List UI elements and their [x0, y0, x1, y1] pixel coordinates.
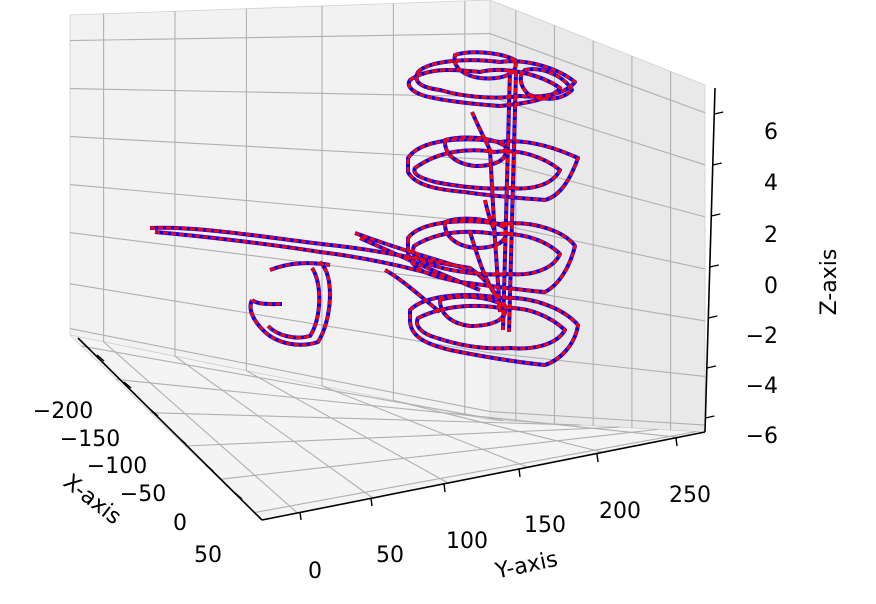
- grid-line: [150, 412, 581, 426]
- y-tick-mark: [675, 437, 678, 447]
- x-tick-mark: [205, 464, 214, 472]
- estimated-trajectory: [251, 298, 283, 306]
- grid-line: [69, 328, 491, 413]
- ground-truth-trajectory: [443, 135, 508, 168]
- grid-line: [69, 283, 491, 354]
- estimated-trajectory: [443, 217, 508, 250]
- y-tick-mark: [596, 453, 599, 463]
- y-tick-label: 250: [669, 483, 711, 508]
- grid-line: [489, 96, 706, 166]
- z-tick-label: 2: [764, 223, 778, 248]
- grid-line: [246, 370, 449, 484]
- x-tick-label: 0: [173, 511, 187, 536]
- z-tick-label: −2: [746, 324, 778, 349]
- x-tick-mark: [96, 354, 105, 362]
- estimated-trajectory: [507, 71, 518, 333]
- x-tick-label: −200: [33, 399, 93, 424]
- right-wall-pane: [489, 0, 706, 433]
- x-tick-mark: [123, 381, 132, 389]
- z-tick-mark: [712, 162, 722, 166]
- x-tick-label: 50: [194, 543, 222, 568]
- x-tick-label: −150: [60, 427, 120, 452]
- y-tick-label: 0: [308, 559, 322, 584]
- ground-truth-trajectory: [384, 268, 442, 314]
- x-tick-mark: [234, 492, 243, 500]
- y-tick-label: 50: [376, 543, 404, 568]
- ground-truth-trajectory: [269, 261, 331, 272]
- grid-line: [321, 385, 529, 468]
- z-tick-label: 4: [764, 171, 778, 196]
- grid-line: [81, 345, 503, 422]
- y-tick-mark: [443, 483, 446, 493]
- grid-line: [69, 184, 491, 224]
- trajectory-lines: [149, 50, 580, 367]
- grid-line: [489, 159, 706, 218]
- z-tick-mark: [708, 315, 718, 319]
- z-tick-mark: [711, 213, 721, 217]
- grid-line: [489, 411, 706, 426]
- x-tick-label: −50: [120, 482, 166, 507]
- estimated-trajectory: [406, 137, 580, 202]
- estimated-trajectory: [408, 293, 580, 367]
- estimated-trajectory: [412, 148, 562, 191]
- x-tick-mark: [150, 409, 159, 417]
- grid-line: [464, 414, 679, 438]
- grid-line: [393, 399, 604, 453]
- estimated-trajectory: [488, 149, 502, 313]
- z-tick-label: 6: [764, 120, 778, 145]
- x-tick-mark: [178, 437, 187, 445]
- y-tick-label: 200: [599, 499, 641, 524]
- grid-line: [219, 428, 658, 480]
- estimated-trajectory: [470, 111, 492, 151]
- estimated-trajectory: [249, 260, 332, 347]
- grid-line: [489, 222, 706, 270]
- estimated-trajectory: [354, 231, 471, 272]
- estimated-trajectory: [154, 230, 461, 284]
- z-tick-label: 0: [764, 274, 778, 299]
- estimated-trajectory: [519, 67, 574, 101]
- estimated-trajectory: [483, 199, 497, 233]
- y-axis-line: [261, 431, 706, 521]
- axes: [77, 87, 716, 521]
- estimated-trajectory: [453, 50, 518, 80]
- estimated-trajectory: [411, 230, 562, 276]
- y-axis-label: Y-axis: [492, 547, 560, 585]
- x-axis-line: [77, 337, 263, 521]
- estimated-trajectory: [266, 267, 321, 340]
- grid-line: [69, 232, 491, 287]
- grid-line: [174, 355, 374, 499]
- y-tick-label: 150: [524, 513, 566, 538]
- y-tick-mark: [518, 468, 521, 478]
- grid-line: [254, 430, 697, 514]
- grid-line: [489, 352, 706, 378]
- z-axis-label: Z-axis: [817, 249, 842, 316]
- estimated-trajectory: [149, 226, 499, 297]
- grid-line: [489, 33, 706, 114]
- z-tick-label: −4: [746, 374, 778, 399]
- grid-line: [185, 426, 620, 447]
- z-tick-mark: [705, 415, 715, 419]
- z-axis-line: [704, 87, 716, 433]
- grid-line: [103, 341, 298, 514]
- z-tick-label: −6: [746, 424, 778, 449]
- grid-line: [69, 33, 491, 42]
- z-tick-mark: [706, 365, 717, 369]
- z-tick-mark: [714, 111, 724, 115]
- estimated-trajectory: [415, 58, 577, 100]
- y-tick-mark: [370, 497, 373, 507]
- estimated-trajectory: [359, 236, 481, 292]
- estimated-trajectory: [407, 68, 562, 108]
- grid-line: [69, 136, 491, 161]
- y-tick-mark: [299, 511, 302, 521]
- z-tick-mark: [709, 264, 719, 268]
- estimated-trajectory: [501, 69, 512, 331]
- estimated-trajectory: [415, 304, 567, 350]
- x-tick-label: −100: [87, 454, 147, 479]
- tick-labels: −200 −150−100 −50 0 50 0 50 100 150 200 250 −6 −4 −2 0…: [33, 111, 778, 584]
- estimated-trajectory: [438, 295, 507, 328]
- y-tick-label: 100: [446, 529, 488, 554]
